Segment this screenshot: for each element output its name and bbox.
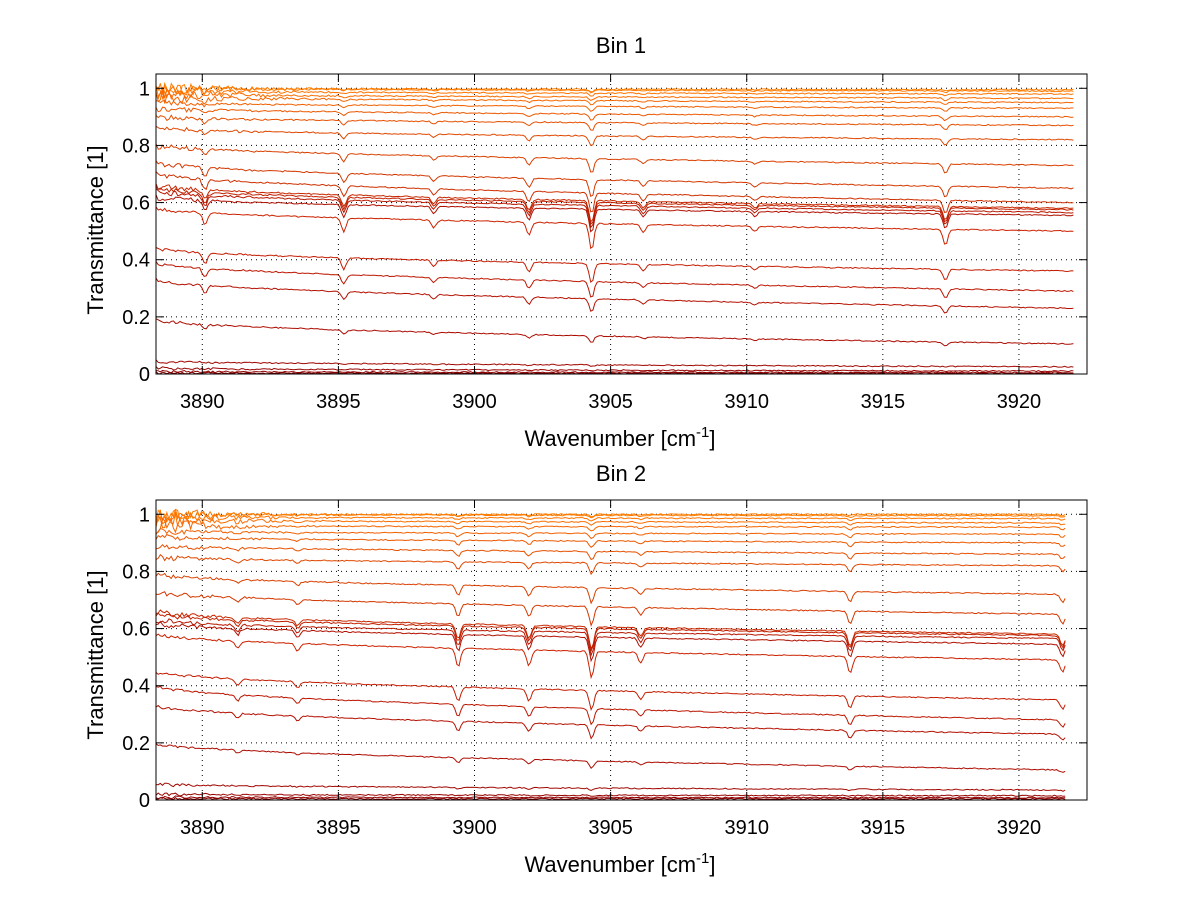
x-axis-label: Wavenumber [cm-1] (524, 850, 715, 877)
spectrum-line (155, 369, 1074, 374)
plot-frame (155, 499, 1088, 801)
x-axis-label: Wavenumber [cm-1] (524, 424, 715, 451)
y-tick-label: 0.4 (122, 676, 150, 698)
x-tick-label: 3895 (316, 391, 361, 413)
y-ticks: 0 0.2 0.4 0.6 0.8 1 (122, 504, 1087, 812)
x-tick-label: 3895 (316, 817, 361, 839)
x-tick-label: 3890 (180, 391, 225, 413)
spectrum-line (155, 143, 1074, 174)
x-tick-label: 3910 (724, 391, 769, 413)
y-ticks: 0 0.2 0.4 0.6 0.8 1 (122, 78, 1087, 386)
spectrum-line (155, 183, 1074, 224)
spectrum-line (155, 247, 1074, 283)
x-tick-label: 3915 (861, 391, 906, 413)
y-tick-label: 0.2 (122, 307, 150, 329)
y-tick-label: 0.4 (122, 250, 150, 272)
spectrum-line (155, 618, 1066, 657)
x-tick-label: 3910 (724, 817, 769, 839)
spectrum-line (155, 543, 1066, 561)
spectrum-line (155, 633, 1066, 680)
spectrum-line (155, 90, 1074, 106)
y-tick-label: 0 (139, 364, 150, 386)
spectrum-line (155, 572, 1066, 605)
spectrum-line (155, 591, 1066, 627)
spectrum-line (155, 106, 1074, 122)
panel-title: Bin 2 (596, 461, 646, 486)
x-axis-label-main: Wavenumber [cm (524, 426, 696, 451)
series-group (155, 81, 1074, 375)
spectrum-line (155, 554, 1066, 576)
y-tick-label: 1 (139, 504, 150, 526)
spectrum-line (155, 261, 1074, 298)
x-tick-label: 3890 (180, 817, 225, 839)
y-tick-label: 0.2 (122, 733, 150, 755)
grid (156, 500, 1087, 801)
spectrum-line (155, 114, 1074, 131)
spectrum-line (155, 612, 1066, 653)
spectrum-line (155, 359, 1074, 368)
spectrum-line (155, 277, 1074, 314)
y-tick-label: 0.6 (122, 619, 150, 641)
spectrum-line (155, 743, 1066, 773)
spectrum-line (155, 125, 1074, 146)
panel-bin-2: Bin 2 3890 3895 3900 3905 3910 3915 3920 00.20… (83, 461, 1088, 877)
spectrum-line (155, 533, 1066, 548)
y-tick-label: 0 (139, 790, 150, 812)
x-tick-label: 3920 (997, 391, 1042, 413)
x-tick-label: 3900 (452, 817, 497, 839)
plot-frame (155, 73, 1088, 375)
spectrum-line (155, 81, 1074, 98)
spectrum-line (155, 704, 1066, 741)
spectrum-line (155, 188, 1074, 229)
y-tick-label: 1 (139, 78, 150, 100)
x-ticks: 3890 3895 3900 3905 3910 3915 3920 (180, 74, 1041, 413)
spectrum-line (155, 508, 1066, 524)
spectrum-line (155, 100, 1074, 112)
spectrum-line (155, 206, 1074, 250)
x-axis-label-sup: -1 (696, 850, 709, 867)
spectrum-line (155, 672, 1066, 711)
spectrum-line (155, 185, 1074, 226)
spectrum-line (155, 620, 1066, 663)
x-axis-label-tail: ] (709, 852, 715, 877)
spectrum-line (155, 366, 1074, 373)
spectrum-line (155, 85, 1074, 101)
spectrum-line (155, 371, 1074, 375)
spectrum-line (155, 528, 1066, 540)
spectrum-line (155, 513, 1066, 529)
spectrum-line (155, 609, 1066, 651)
x-axis-label-tail: ] (709, 426, 715, 451)
spectrum-line (155, 160, 1074, 198)
x-axis-label-sup: -1 (696, 424, 709, 441)
spectrum-line (155, 509, 1066, 526)
spectrum-line (155, 194, 1074, 233)
y-tick-label: 0.8 (122, 561, 150, 583)
panel-bin-1: Bin 1 3890 3895 3900 3905 3910 3915 3920 00.20… (83, 33, 1088, 451)
spectrum-line (155, 86, 1074, 103)
spectrum-line (155, 318, 1074, 347)
x-tick-label: 3905 (588, 391, 633, 413)
panel-title: Bin 1 (596, 33, 646, 58)
spectrum-line (155, 685, 1066, 728)
x-tick-label: 3905 (588, 817, 633, 839)
x-ticks: 3890 3895 3900 3905 3910 3915 3920 (180, 500, 1041, 839)
x-axis-label-main: Wavenumber [cm (524, 852, 696, 877)
spectrum-line (155, 517, 1066, 534)
x-tick-label: 3915 (861, 817, 906, 839)
spectrum-line (155, 782, 1066, 792)
spectrum-line (155, 171, 1074, 213)
series-group (155, 508, 1066, 801)
y-axis-label: Transmittance [1] (83, 145, 108, 314)
y-tick-label: 0.6 (122, 193, 150, 215)
y-tick-label: 0.8 (122, 135, 150, 157)
spectrum-line (155, 82, 1074, 95)
x-tick-label: 3900 (452, 391, 497, 413)
x-tick-label: 3920 (997, 817, 1042, 839)
y-axis-label: Transmittance [1] (83, 570, 108, 739)
